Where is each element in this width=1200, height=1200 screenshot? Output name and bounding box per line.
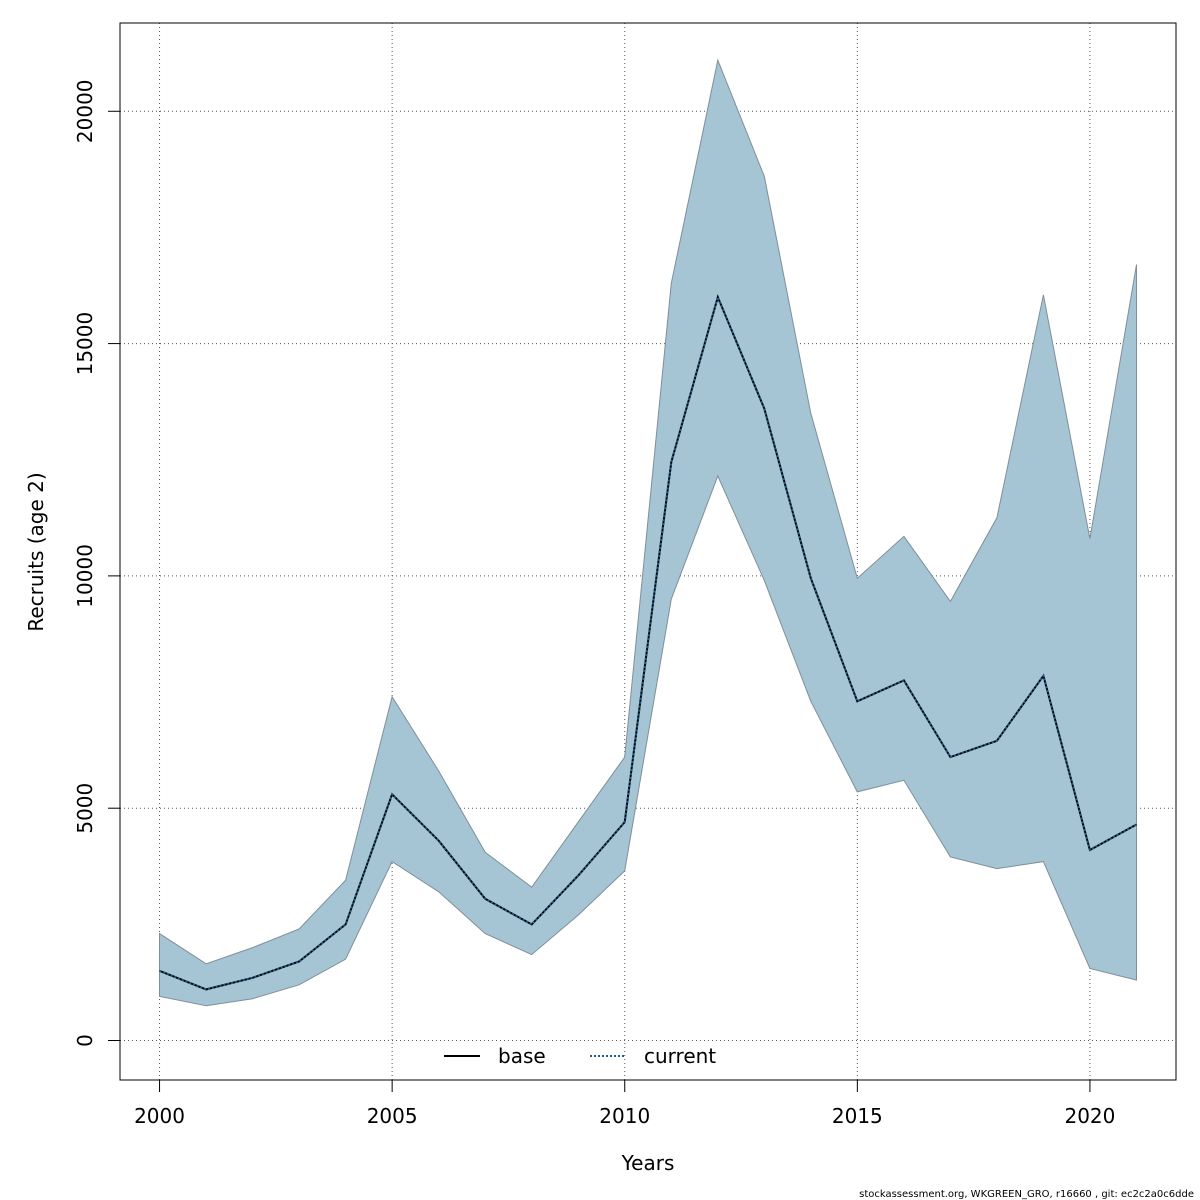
series-lines [159, 294, 1137, 991]
x-tick-label-2015: 2015 [832, 1104, 883, 1128]
y-tick-label-10000: 10000 [73, 544, 97, 608]
x-tick-label-2010: 2010 [599, 1104, 650, 1128]
legend-label-current: current [644, 1044, 716, 1068]
footer-credit: stockassessment.org, WKGREEN_GRO, r16660… [859, 1189, 1194, 1200]
y-tick-label-20000: 20000 [73, 79, 97, 143]
x-tick-label-2020: 2020 [1064, 1104, 1115, 1128]
confidence-band [159, 58, 1137, 1007]
y-axis-title: Recruits (age 2) [24, 472, 48, 631]
y-tick-label-5000: 5000 [73, 783, 97, 834]
x-tick-label-2000: 2000 [134, 1104, 185, 1128]
x-axis: 2000 2005 2010 2015 2020 [134, 1079, 1115, 1128]
y-axis: 0 5000 10000 15000 20000 [73, 79, 121, 1047]
legend-label-base: base [498, 1044, 546, 1068]
x-tick-label-2005: 2005 [367, 1104, 418, 1128]
y-tick-label-15000: 15000 [73, 312, 97, 376]
series-line-current [159, 294, 1137, 991]
legend: base current [444, 1044, 716, 1068]
x-axis-title: Years [621, 1151, 675, 1175]
y-tick-label-0: 0 [73, 1034, 97, 1047]
